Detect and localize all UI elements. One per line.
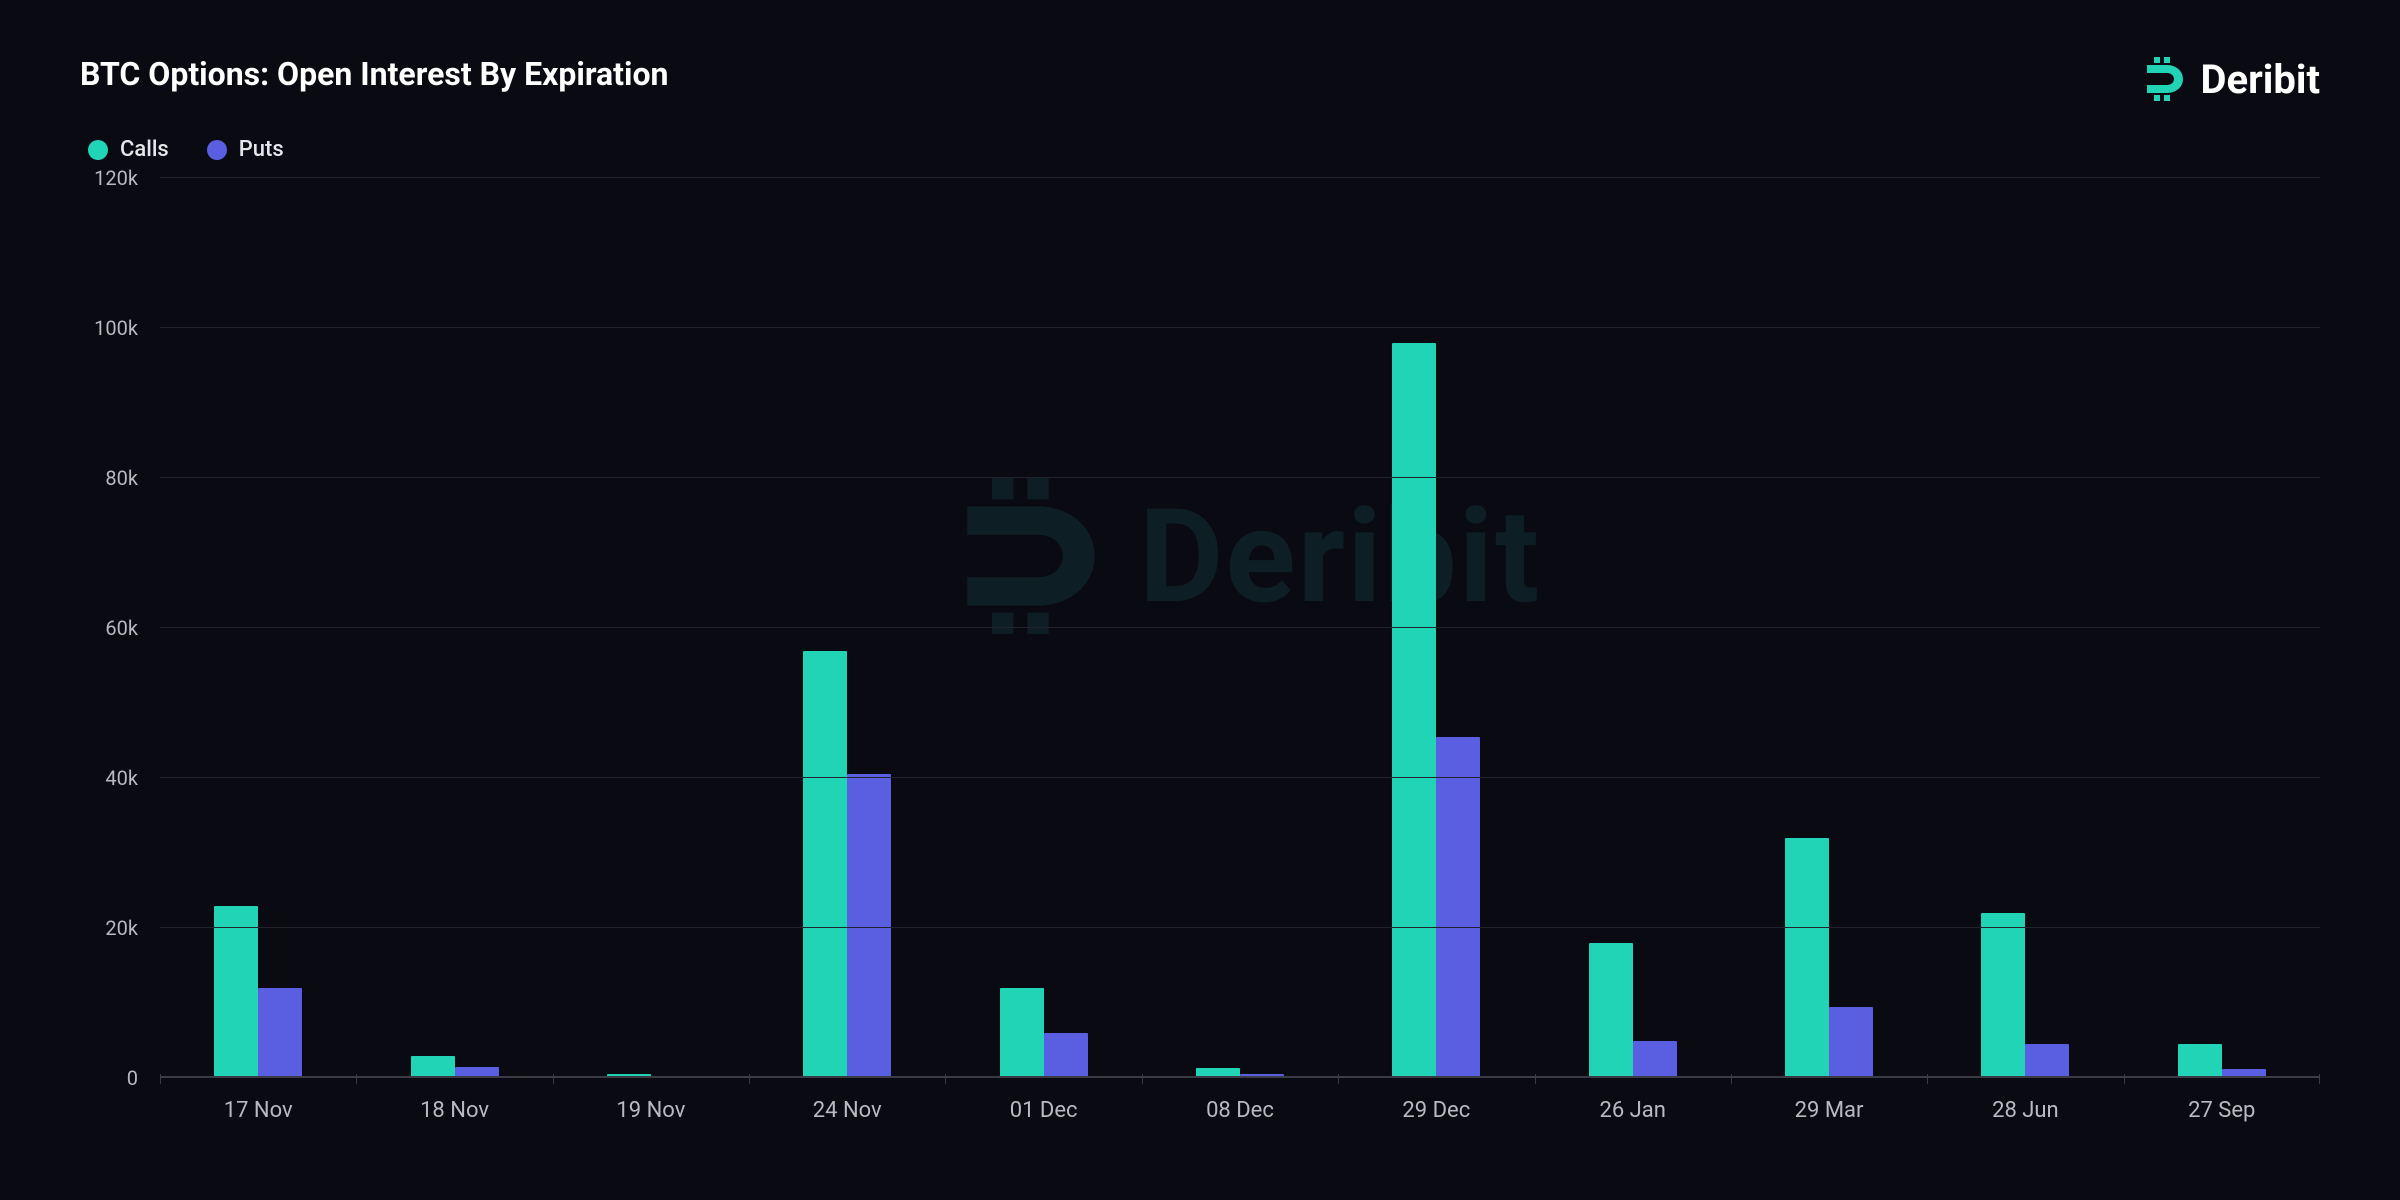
chart-title: BTC Options: Open Interest By Expiration [80, 55, 668, 93]
bar-pair [1981, 913, 2069, 1078]
y-tick-label: 100k [78, 316, 138, 340]
legend-swatch-calls [88, 140, 108, 160]
x-tick-label: 29 Mar [1795, 1098, 1864, 1123]
bar-calls[interactable] [1785, 838, 1829, 1078]
bar-group: 08 Dec [1142, 178, 1338, 1078]
x-tick-label: 19 Nov [616, 1098, 685, 1123]
x-tick-label: 26 Jan [1599, 1098, 1665, 1123]
y-tick-label: 60k [78, 616, 138, 640]
x-tick-label: 27 Sep [2188, 1098, 2255, 1123]
bar-pair [1785, 838, 1873, 1078]
bar-group: 18 Nov [356, 178, 552, 1078]
bar-pair [1392, 343, 1480, 1078]
bar-pair [1589, 943, 1677, 1078]
gridline [160, 777, 2320, 778]
bar-group: 17 Nov [160, 178, 356, 1078]
brand-name: Deribit [2201, 56, 2320, 103]
x-tick-label: 17 Nov [224, 1098, 293, 1123]
bar-calls[interactable] [1589, 943, 1633, 1078]
y-axis: 020k40k60k80k100k120k [80, 178, 150, 1078]
bar-pair [214, 906, 302, 1079]
y-tick-label: 120k [78, 166, 138, 190]
legend: Calls Puts [80, 137, 2320, 162]
x-tick-label: 24 Nov [813, 1098, 882, 1123]
bar-group: 28 Jun [1927, 178, 2123, 1078]
legend-item-calls[interactable]: Calls [88, 137, 169, 162]
x-baseline [160, 1076, 2320, 1078]
bar-calls[interactable] [2178, 1044, 2222, 1078]
bar-pair [1000, 988, 1088, 1078]
y-tick-label: 40k [78, 766, 138, 790]
bar-puts[interactable] [1633, 1041, 1677, 1079]
header-row: BTC Options: Open Interest By Expiration… [80, 55, 2320, 103]
legend-swatch-puts [207, 140, 227, 160]
legend-label-puts: Puts [239, 137, 284, 162]
brand: Deribit [2139, 55, 2320, 103]
bar-calls[interactable] [1392, 343, 1436, 1078]
bar-group: 26 Jan [1535, 178, 1731, 1078]
bar-puts[interactable] [1436, 737, 1480, 1078]
bar-calls[interactable] [1000, 988, 1044, 1078]
legend-label-calls: Calls [120, 137, 169, 162]
bar-group: 01 Dec [945, 178, 1141, 1078]
bar-puts[interactable] [1829, 1007, 1873, 1078]
bar-puts[interactable] [2025, 1044, 2069, 1078]
bar-puts[interactable] [258, 988, 302, 1078]
bar-puts[interactable] [1044, 1033, 1088, 1078]
y-tick-label: 0 [78, 1066, 138, 1090]
deribit-logo-icon [2139, 55, 2187, 103]
bar-pair [2178, 1044, 2266, 1078]
bar-calls[interactable] [1981, 913, 2025, 1078]
x-tick-label: 28 Jun [1992, 1098, 2059, 1123]
plot-area: Deribit 17 Nov18 Nov19 Nov24 Nov01 Dec08… [160, 178, 2320, 1078]
gridline [160, 927, 2320, 928]
gridline [160, 627, 2320, 628]
bar-calls[interactable] [214, 906, 258, 1079]
plot-wrap: 020k40k60k80k100k120k Deribit 17 Nov18 N… [80, 178, 2320, 1138]
bar-group: 29 Mar [1731, 178, 1927, 1078]
x-tick-label: 08 Dec [1206, 1098, 1274, 1123]
bar-pair [411, 1056, 499, 1079]
y-tick-label: 20k [78, 916, 138, 940]
gridline [160, 177, 2320, 178]
gridline [160, 327, 2320, 328]
bar-group: 27 Sep [2124, 178, 2320, 1078]
chart-container: BTC Options: Open Interest By Expiration… [0, 0, 2400, 1200]
bar-group: 29 Dec [1338, 178, 1534, 1078]
gridline [160, 477, 2320, 478]
legend-item-puts[interactable]: Puts [207, 137, 284, 162]
bar-calls[interactable] [803, 651, 847, 1079]
bar-groups: 17 Nov18 Nov19 Nov24 Nov01 Dec08 Dec29 D… [160, 178, 2320, 1078]
x-tick-label: 18 Nov [420, 1098, 489, 1123]
bar-pair [803, 651, 891, 1079]
bar-group: 19 Nov [553, 178, 749, 1078]
bar-calls[interactable] [411, 1056, 455, 1079]
bar-group: 24 Nov [749, 178, 945, 1078]
y-tick-label: 80k [78, 466, 138, 490]
x-tick-label: 29 Dec [1402, 1098, 1470, 1123]
x-tick-label: 01 Dec [1010, 1098, 1078, 1123]
